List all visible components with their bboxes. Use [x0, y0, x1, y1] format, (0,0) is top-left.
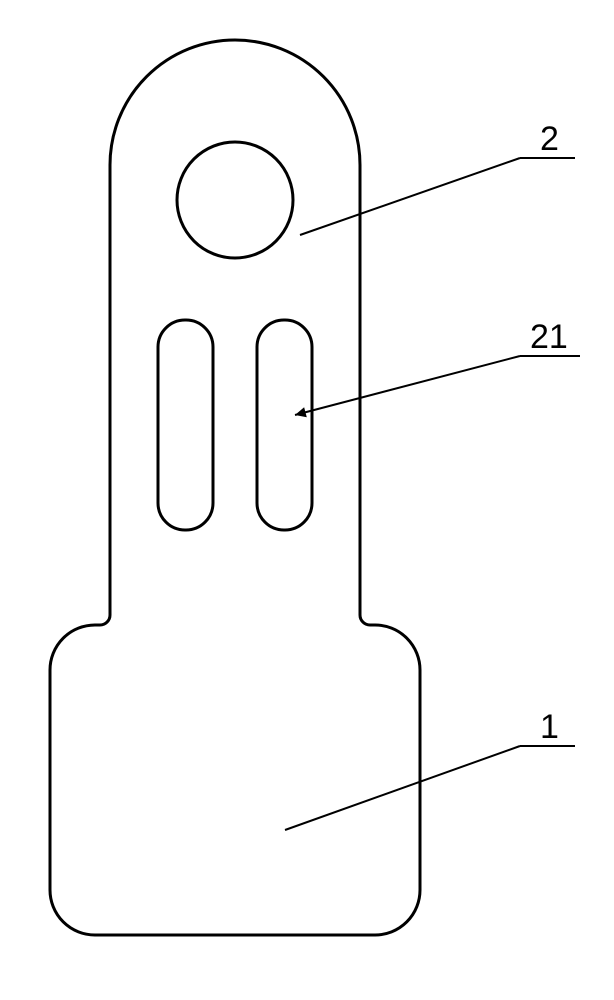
- callout-2: 2: [300, 120, 575, 235]
- label-text: 1: [540, 708, 559, 746]
- technical-drawing: 2 21 1: [0, 0, 614, 1000]
- mounting-hole: [177, 142, 293, 258]
- leader-line: [300, 158, 520, 235]
- callout-21: 21: [295, 318, 580, 415]
- label-text: 21: [530, 318, 568, 356]
- leader-line: [295, 356, 520, 415]
- leader-line: [285, 746, 520, 830]
- label-text: 2: [540, 120, 559, 158]
- leader-arrowhead: [295, 407, 307, 417]
- slot-right: [257, 320, 312, 530]
- slot-left: [158, 320, 213, 530]
- callout-1: 1: [285, 708, 575, 830]
